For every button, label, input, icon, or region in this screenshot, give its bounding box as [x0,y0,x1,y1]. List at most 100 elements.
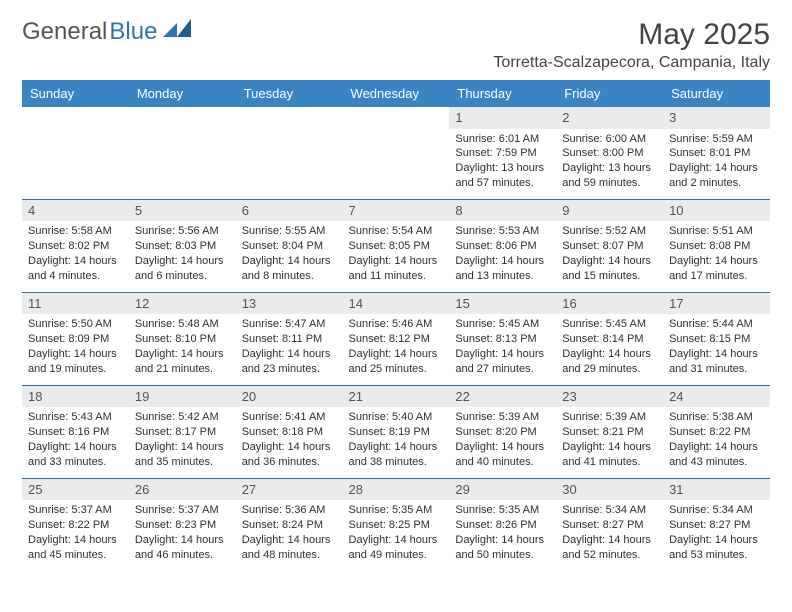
daylight-text: Daylight: 14 hours and 36 minutes. [242,440,337,470]
day-number: 29 [449,479,556,501]
sunset-text: Sunset: 8:21 PM [562,425,657,440]
sunset-text: Sunset: 8:25 PM [349,518,444,533]
calendar-day-cell: 18Sunrise: 5:43 AMSunset: 8:16 PMDayligh… [22,385,129,478]
calendar-day-cell: 4Sunrise: 5:58 AMSunset: 8:02 PMDaylight… [22,199,129,292]
sunrise-text: Sunrise: 6:00 AM [562,132,657,147]
sunrise-text: Sunrise: 5:40 AM [349,410,444,425]
calendar-table: Sunday Monday Tuesday Wednesday Thursday… [22,80,770,571]
daylight-text: Daylight: 14 hours and 40 minutes. [455,440,550,470]
sunset-text: Sunset: 8:26 PM [455,518,550,533]
daylight-text: Daylight: 14 hours and 4 minutes. [28,254,123,284]
calendar-day-cell: 10Sunrise: 5:51 AMSunset: 8:08 PMDayligh… [663,199,770,292]
sunset-text: Sunset: 8:07 PM [562,239,657,254]
calendar-day-cell: 29Sunrise: 5:35 AMSunset: 8:26 PMDayligh… [449,478,556,570]
sunset-text: Sunset: 8:15 PM [669,332,764,347]
day-number: 18 [22,386,129,408]
calendar-day-cell: 6Sunrise: 5:55 AMSunset: 8:04 PMDaylight… [236,199,343,292]
sunset-text: Sunset: 8:00 PM [562,146,657,161]
title-block: May 2025 Torretta-Scalzapecora, Campania… [493,18,770,72]
sunset-text: Sunset: 8:03 PM [135,239,230,254]
day-number: 24 [663,386,770,408]
sunset-text: Sunset: 8:27 PM [562,518,657,533]
sunset-text: Sunset: 8:24 PM [242,518,337,533]
sunrise-text: Sunrise: 5:34 AM [562,503,657,518]
day-number: 28 [343,479,450,501]
day-header: Sunday [22,80,129,107]
brand-text-1: General [22,18,107,46]
calendar-week-row: ....1Sunrise: 6:01 AMSunset: 7:59 PMDayl… [22,107,770,199]
day-number: 20 [236,386,343,408]
calendar-day-cell: 26Sunrise: 5:37 AMSunset: 8:23 PMDayligh… [129,478,236,570]
sunrise-text: Sunrise: 5:56 AM [135,224,230,239]
sunrise-text: Sunrise: 5:53 AM [455,224,550,239]
sunrise-text: Sunrise: 5:35 AM [455,503,550,518]
daylight-text: Daylight: 14 hours and 48 minutes. [242,533,337,563]
daylight-text: Daylight: 14 hours and 35 minutes. [135,440,230,470]
sunrise-text: Sunrise: 5:51 AM [669,224,764,239]
day-number: 8 [449,200,556,222]
day-number: 13 [236,293,343,315]
logo-mark-icon [163,16,191,44]
daylight-text: Daylight: 14 hours and 15 minutes. [562,254,657,284]
day-number: 26 [129,479,236,501]
sunset-text: Sunset: 8:22 PM [669,425,764,440]
daylight-text: Daylight: 13 hours and 59 minutes. [562,161,657,191]
day-number: 3 [663,107,770,129]
sunset-text: Sunset: 8:12 PM [349,332,444,347]
calendar-week-row: 11Sunrise: 5:50 AMSunset: 8:09 PMDayligh… [22,292,770,385]
sunrise-text: Sunrise: 5:39 AM [455,410,550,425]
day-number: 23 [556,386,663,408]
day-number: 11 [22,293,129,315]
brand-logo: GeneralBlue [22,18,191,46]
day-header: Friday [556,80,663,107]
calendar-day-cell: . [236,107,343,199]
sunset-text: Sunset: 8:06 PM [455,239,550,254]
month-title: May 2025 [493,18,770,52]
daylight-text: Daylight: 14 hours and 11 minutes. [349,254,444,284]
day-number: 17 [663,293,770,315]
calendar-day-cell: 15Sunrise: 5:45 AMSunset: 8:13 PMDayligh… [449,292,556,385]
day-number: 9 [556,200,663,222]
calendar-day-cell: 23 Sunrise: 5:39 AMSunset: 8:21 PMDayligh… [556,385,663,478]
calendar-day-cell: 14Sunrise: 5:46 AMSunset: 8:12 PMDayligh… [343,292,450,385]
sunrise-text: Sunrise: 5:37 AM [135,503,230,518]
sunset-text: Sunset: 8:10 PM [135,332,230,347]
calendar-week-row: 25Sunrise: 5:37 AMSunset: 8:22 PMDayligh… [22,478,770,570]
location-text: Torretta-Scalzapecora, Campania, Italy [493,54,770,72]
daylight-text: Daylight: 14 hours and 41 minutes. [562,440,657,470]
daylight-text: Daylight: 13 hours and 57 minutes. [455,161,550,191]
calendar-day-cell: . [343,107,450,199]
sunrise-text: Sunrise: 5:58 AM [28,224,123,239]
calendar-day-cell: . [22,107,129,199]
sunrise-text: Sunrise: 5:39 AM [562,410,657,425]
sunset-text: Sunset: 8:14 PM [562,332,657,347]
sunrise-text: Sunrise: 5:48 AM [135,317,230,332]
day-number: 31 [663,479,770,501]
calendar-day-cell: 28Sunrise: 5:35 AMSunset: 8:25 PMDayligh… [343,478,450,570]
sunrise-text: Sunrise: 5:41 AM [242,410,337,425]
calendar-week-row: 18Sunrise: 5:43 AMSunset: 8:16 PMDayligh… [22,385,770,478]
sunset-text: Sunset: 8:13 PM [455,332,550,347]
sunrise-text: Sunrise: 5:46 AM [349,317,444,332]
sunrise-text: Sunrise: 5:45 AM [562,317,657,332]
calendar-day-cell: 9Sunrise: 5:52 AMSunset: 8:07 PMDaylight… [556,199,663,292]
sunset-text: Sunset: 8:01 PM [669,146,764,161]
daylight-text: Daylight: 14 hours and 25 minutes. [349,347,444,377]
daylight-text: Daylight: 14 hours and 33 minutes. [28,440,123,470]
day-number: 7 [343,200,450,222]
day-number: 19 [129,386,236,408]
sunset-text: Sunset: 8:27 PM [669,518,764,533]
calendar-day-cell: . [129,107,236,199]
day-number: 6 [236,200,343,222]
daylight-text: Daylight: 14 hours and 49 minutes. [349,533,444,563]
daylight-text: Daylight: 14 hours and 19 minutes. [28,347,123,377]
daylight-text: Daylight: 14 hours and 23 minutes. [242,347,337,377]
sunset-text: Sunset: 8:22 PM [28,518,123,533]
day-header-row: Sunday Monday Tuesday Wednesday Thursday… [22,80,770,107]
calendar-day-cell: 12Sunrise: 5:48 AMSunset: 8:10 PMDayligh… [129,292,236,385]
sunrise-text: Sunrise: 5:47 AM [242,317,337,332]
sunset-text: Sunset: 8:18 PM [242,425,337,440]
day-number: 4 [22,200,129,222]
sunrise-text: Sunrise: 5:36 AM [242,503,337,518]
calendar-day-cell: 25Sunrise: 5:37 AMSunset: 8:22 PMDayligh… [22,478,129,570]
